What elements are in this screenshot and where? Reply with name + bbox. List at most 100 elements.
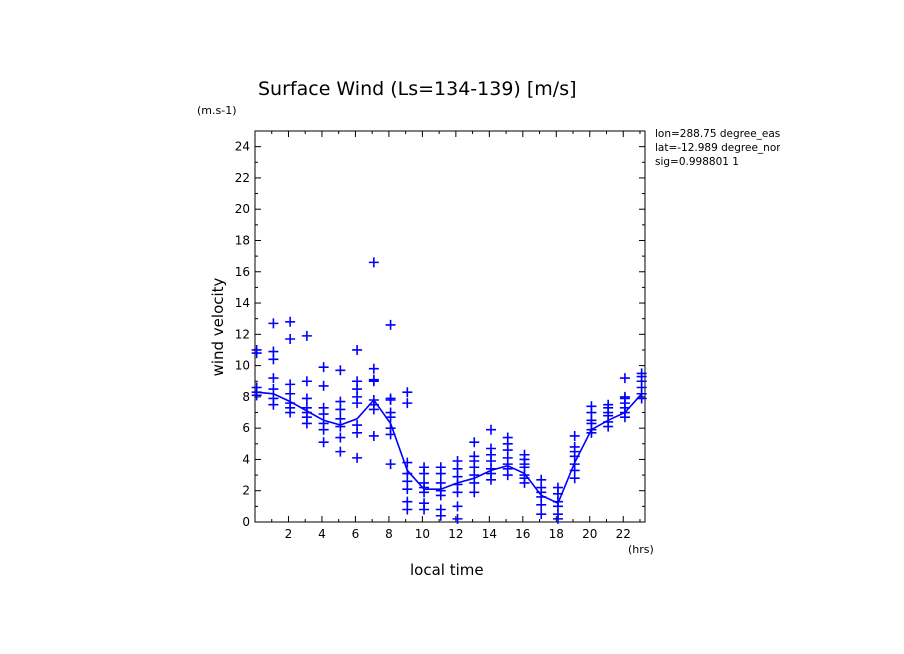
x-tick-label: 6 [352,527,360,541]
x-tick-label: 14 [482,527,497,541]
info-sig: sig=0.998801 1 [655,156,739,168]
data-point-marker [552,482,563,493]
data-point-marker [268,318,279,329]
data-point-marker [251,344,262,355]
data-point-marker [536,509,547,520]
data-point-marker [419,498,430,509]
x-tick-label: 10 [415,527,430,541]
data-point-marker [435,477,446,488]
data-point-marker [452,456,463,467]
y-tick-label: 2 [242,484,250,498]
data-point-marker [603,399,614,410]
data-point-marker [318,437,329,448]
data-point-marker [452,513,463,524]
data-point-marker [352,376,363,387]
data-point-marker [619,391,630,402]
chart-title: Surface Wind (Ls=134-139) [m/s] [258,78,577,100]
plot-frame [254,130,646,523]
y-tick-label: 20 [235,202,250,216]
data-point-marker [318,418,329,429]
data-point-marker [268,384,279,395]
data-point-marker [385,393,396,404]
data-point-marker [335,396,346,407]
data-point-marker [251,382,262,393]
data-point-marker [586,401,597,412]
data-point-marker [385,459,396,470]
data-point-marker [301,376,312,387]
info-lon: lon=288.75 degree_east [655,128,780,140]
data-point-marker [335,432,346,443]
data-point-marker [419,462,430,473]
data-point-marker [385,319,396,330]
data-point-marker [385,407,396,418]
series-markers [251,257,647,524]
data-point-marker [402,496,413,507]
data-point-marker [368,374,379,385]
data-point-marker [519,449,530,460]
y-tick-label: 18 [235,233,250,247]
data-point-marker [335,446,346,457]
data-point-marker [301,393,312,404]
data-point-marker [368,395,379,406]
data-point-marker [335,413,346,424]
data-point-marker [402,398,413,409]
data-point-marker [402,457,413,468]
y-tick-label: 8 [242,390,250,404]
data-point-marker [285,316,296,327]
data-point-marker [285,379,296,390]
data-point-marker [402,468,413,479]
data-point-marker [301,402,312,413]
x-axis-unit: (hrs) [628,543,654,556]
y-tick-label: 22 [235,171,250,185]
data-point-marker [636,368,647,379]
x-tick-label: 12 [448,527,463,541]
data-point-marker [285,388,296,399]
data-point-marker [452,501,463,512]
data-point-marker [619,373,630,384]
data-point-marker [352,420,363,431]
data-point-marker [536,474,547,485]
data-point-marker [469,451,480,462]
data-point-marker [469,437,480,448]
y-axis-unit: (m.s-1) [197,104,237,117]
data-point-marker [486,424,497,435]
x-tick-label: 22 [616,527,631,541]
y-tick-label: 10 [235,359,250,373]
data-point-marker [486,443,497,454]
axis-ticks [255,130,645,523]
data-point-marker [268,346,279,357]
data-point-marker [368,257,379,268]
y-tick-label: 16 [235,265,250,279]
data-point-marker [285,398,296,409]
data-point-marker [368,363,379,374]
data-point-marker [268,393,279,404]
x-axis-label: local time [410,561,484,579]
data-point-marker [402,387,413,398]
series-line [256,391,643,505]
y-tick-label: 24 [235,140,250,154]
x-tick-label: 8 [385,527,393,541]
data-point-marker [502,432,513,443]
x-tick-label: 16 [515,527,530,541]
y-tick-label: 14 [235,296,250,310]
data-point-marker [335,365,346,376]
y-tick-label: 0 [242,515,250,529]
info-lat: lat=-12.989 degree_north [655,142,780,154]
data-point-marker [318,362,329,373]
y-tick-label: 6 [242,421,250,435]
data-point-marker [419,477,430,488]
data-point-marker [318,380,329,391]
data-point-marker [569,441,580,452]
data-point-marker [301,330,312,341]
x-tick-label: 18 [549,527,564,541]
data-point-marker [435,462,446,473]
data-point-marker [368,430,379,441]
data-point-marker [352,452,363,463]
x-tick-label: 20 [582,527,597,541]
x-tick-label: 2 [285,527,293,541]
data-point-marker [318,402,329,413]
data-point-marker [569,430,580,441]
y-axis-label: wind velocity [209,277,227,377]
